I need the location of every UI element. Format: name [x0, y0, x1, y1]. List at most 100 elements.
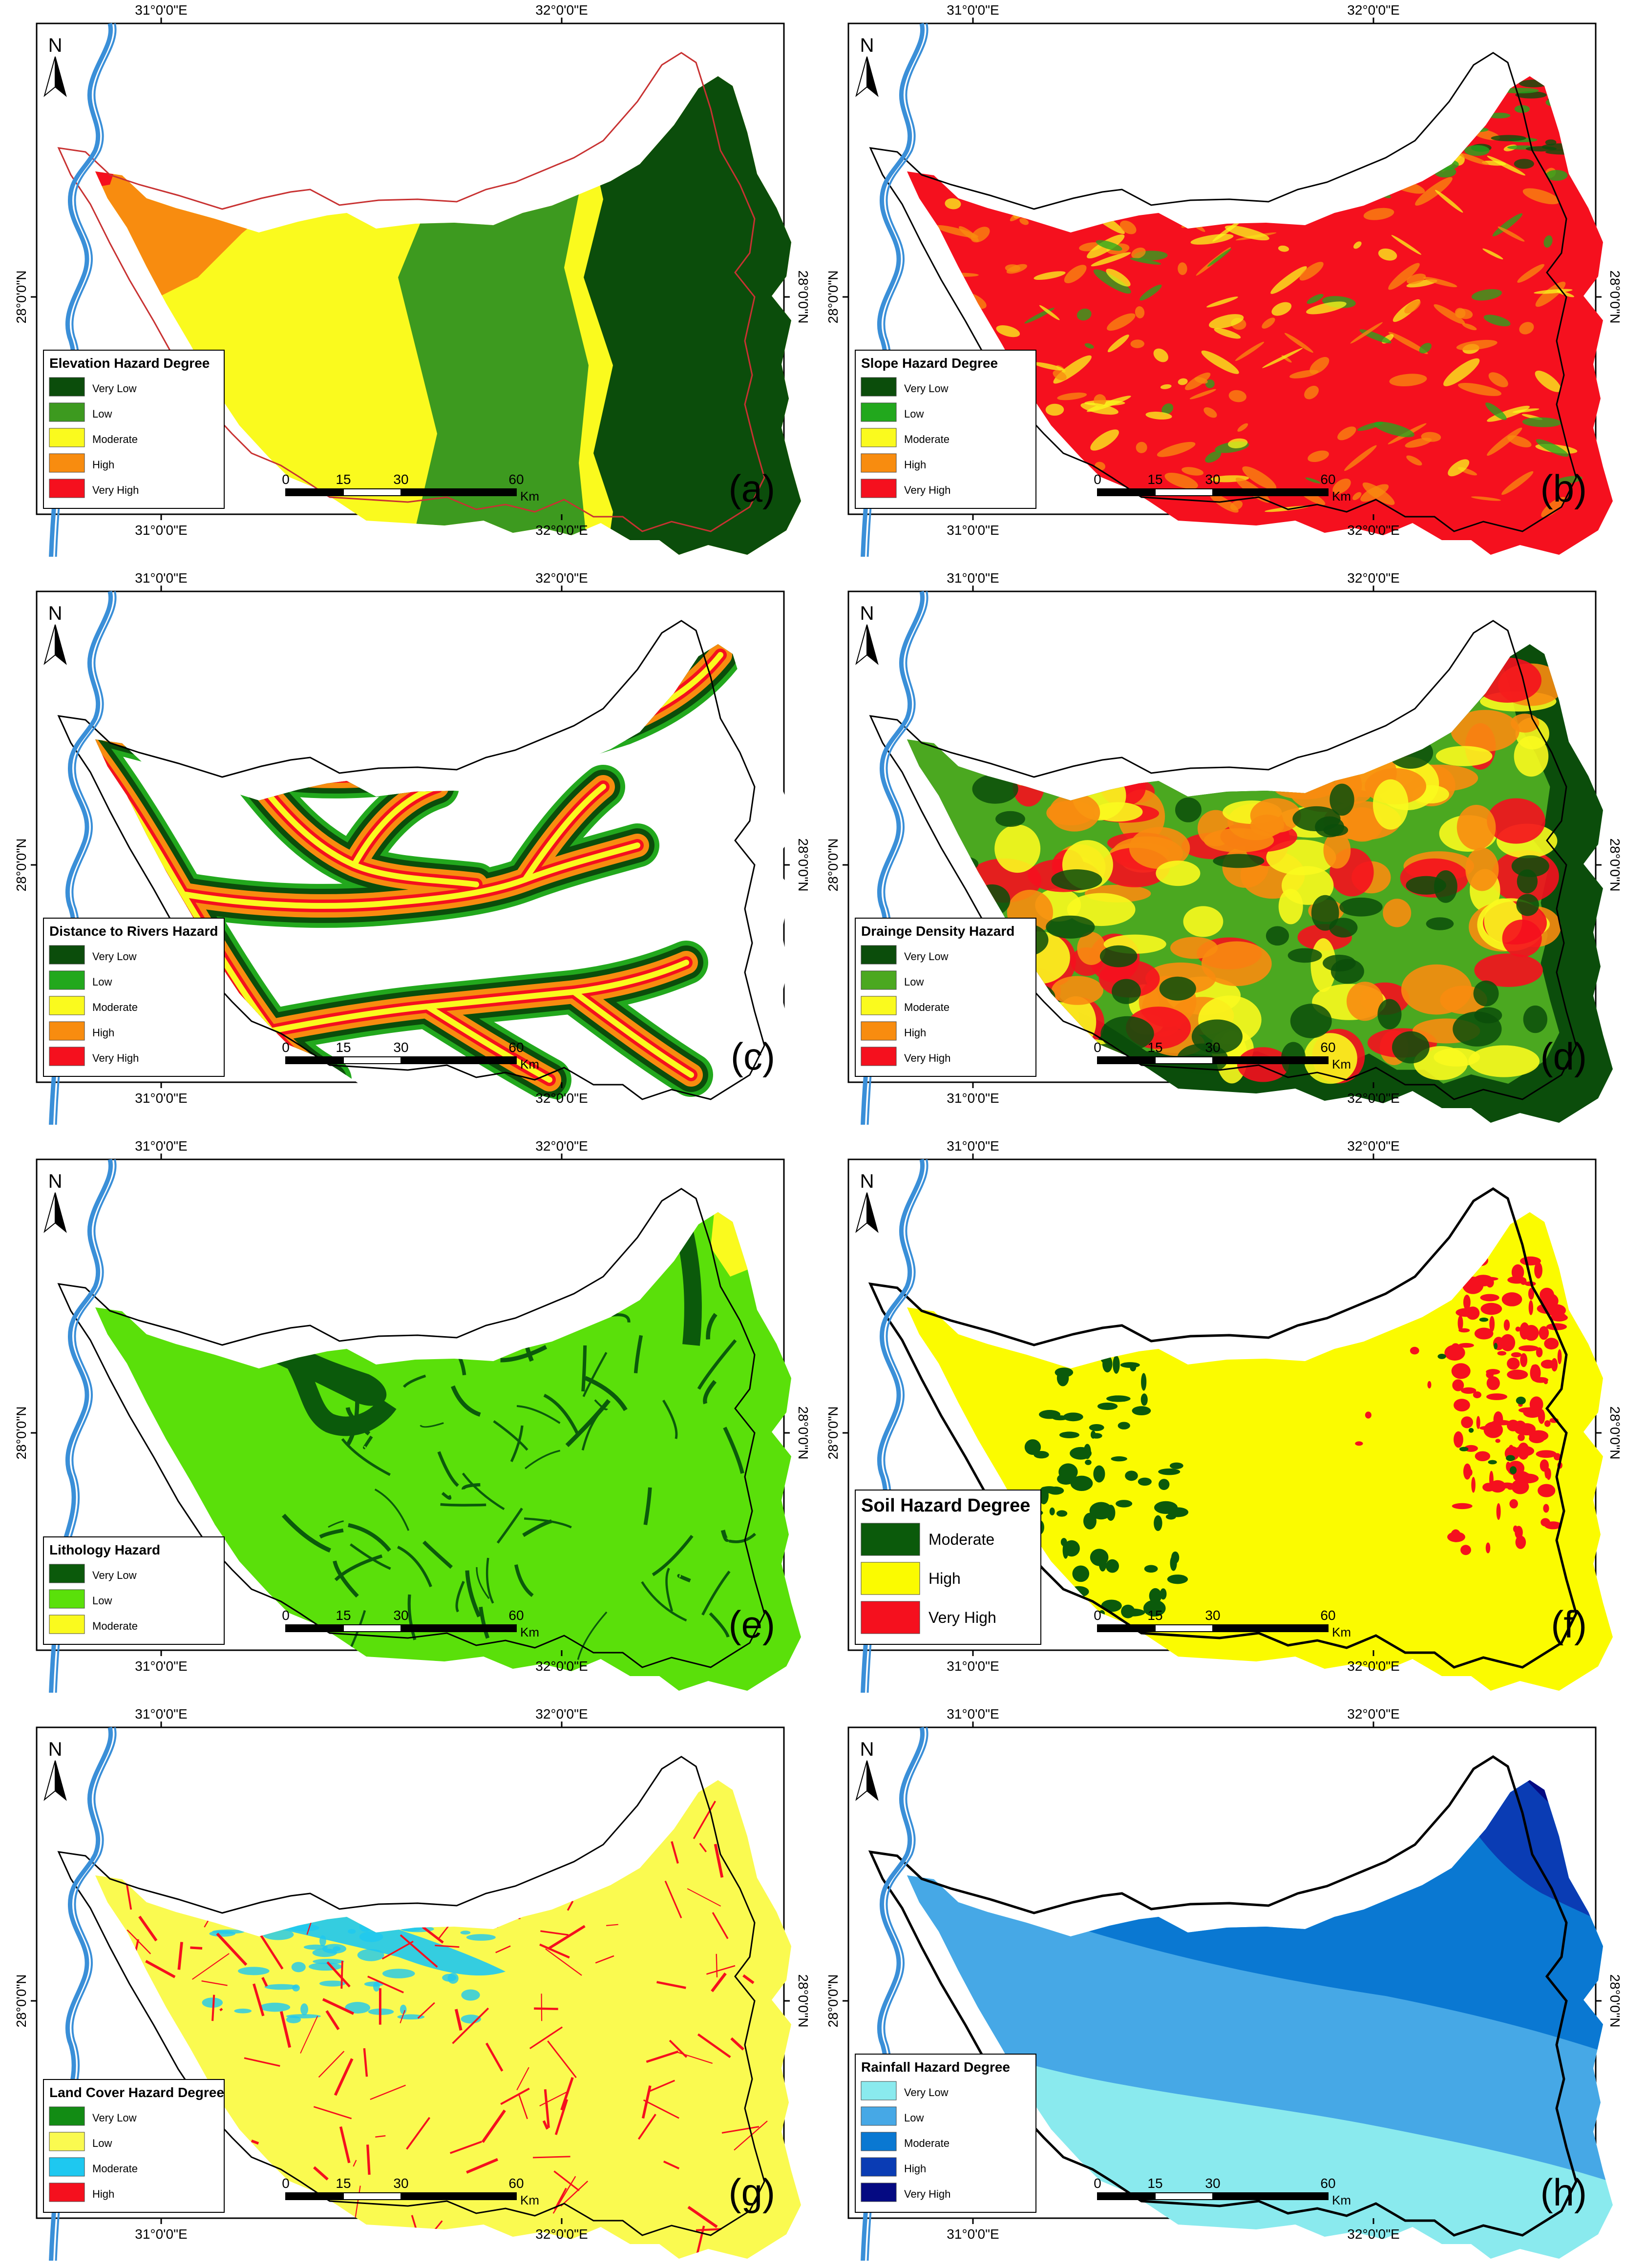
- legend-item-label: Very High: [904, 2188, 950, 2200]
- study-area-boundary: [57, 620, 765, 1100]
- scale-unit: Km: [1332, 1625, 1351, 1639]
- lon-label-top: 31°0'0"E: [947, 1138, 999, 1154]
- lon-label-top: 31°0'0"E: [135, 1138, 187, 1154]
- north-arrow-icon: N: [855, 1171, 879, 1233]
- legend-item-label: Very High: [92, 484, 139, 496]
- scale-tick-label: 15: [336, 2176, 351, 2191]
- legend-swatch: [861, 2183, 897, 2202]
- lat-label-right: 28°0'0"N: [796, 271, 811, 324]
- legend-swatch: [49, 1021, 85, 1041]
- legend-item-label: High: [904, 1027, 926, 1039]
- scale-tick-label: 60: [1320, 1040, 1335, 1055]
- scale-tick-label: 60: [508, 1608, 524, 1623]
- scale-tick-label: 60: [508, 1040, 524, 1055]
- scale-tick-label: 60: [1320, 472, 1335, 487]
- legend-item-label: Moderate: [92, 2163, 138, 2175]
- lon-label-bottom: 31°0'0"E: [947, 523, 999, 538]
- scale-tick-label: 30: [1205, 2176, 1220, 2191]
- scale-bar: 0 15 30 60 Km: [282, 1608, 539, 1639]
- scale-tick-label: 30: [1205, 1040, 1220, 1055]
- lon-label-top: 32°0'0"E: [535, 2, 588, 18]
- map-panel-f-svg: 31°0'0"E 31°0'0"E 32°0'0"E 32°0'0"E 28°0'0"N…: [825, 1138, 1623, 1693]
- legend-swatch: [49, 2183, 85, 2202]
- north-arrow-icon: N: [855, 35, 879, 97]
- legend-item-label: Low: [92, 408, 112, 420]
- lat-label-right: 28°0'0"N: [796, 1407, 811, 1460]
- lon-label-top: 32°0'0"E: [1347, 2, 1399, 18]
- north-arrow-icon: N: [43, 35, 67, 97]
- map-panel-g-svg: 31°0'0"E 31°0'0"E 32°0'0"E 32°0'0"E 28°0'0"N…: [14, 1706, 811, 2261]
- study-area-boundary: [869, 52, 1577, 532]
- legend-swatch: [861, 970, 897, 990]
- legend-title: Distance to Rivers Hazard: [49, 924, 218, 939]
- lat-label-left: 28°0'0"N: [825, 839, 841, 892]
- scale-tick-label: 0: [1094, 1040, 1101, 1055]
- study-area-boundary: [868, 1755, 1578, 2237]
- lon-label-top: 31°0'0"E: [947, 1706, 999, 1722]
- map-panel-c: 31°0'0"E 31°0'0"E 32°0'0"E 32°0'0"E 28°0'0"N…: [0, 568, 813, 1125]
- scale-tick-label: 15: [336, 1608, 351, 1623]
- legend-swatch: [861, 428, 897, 447]
- panel-tag: (g): [729, 2171, 775, 2214]
- lat-label-right: 28°0'0"N: [796, 1974, 811, 2028]
- legend-swatch: [861, 1021, 897, 1041]
- lat-label-right: 28°0'0"N: [1607, 271, 1623, 324]
- lon-label-bottom: 31°0'0"E: [947, 2226, 999, 2242]
- lon-label-bottom: 31°0'0"E: [947, 1091, 999, 1106]
- legend-item-label: Very Low: [904, 2086, 949, 2099]
- scale-tick-label: 0: [1094, 472, 1101, 487]
- scale-bar: 0 15 30 60 Km: [1094, 2176, 1351, 2207]
- lon-label-top: 32°0'0"E: [535, 1706, 588, 1722]
- legend-item-label: Very Low: [904, 950, 949, 963]
- scale-tick-label: 15: [1147, 472, 1162, 487]
- scale-tick-label: 0: [1094, 1608, 1101, 1623]
- panel-tag: (c): [731, 1035, 775, 1078]
- legend-item-label: Low: [92, 976, 112, 988]
- lon-label-bottom: 32°0'0"E: [1347, 523, 1399, 538]
- lat-label-left: 28°0'0"N: [14, 1407, 29, 1460]
- study-area-boundary: [869, 620, 1577, 1100]
- legend-title: Lithology Hazard: [49, 1542, 160, 1557]
- north-arrow-icon: N: [855, 603, 879, 665]
- scale-bar: 0 15 30 60 Km: [282, 472, 539, 504]
- lon-label-bottom: 32°0'0"E: [1347, 2226, 1399, 2242]
- scale-bar: 0 15 30 60 Km: [282, 2176, 539, 2207]
- legend-item-label: High: [92, 459, 114, 471]
- lon-label-bottom: 32°0'0"E: [1347, 1091, 1399, 1106]
- lon-label-bottom: 32°0'0"E: [1347, 1659, 1399, 1674]
- scale-bar: 0 15 30 60 Km: [282, 1040, 539, 1071]
- lat-label-right: 28°0'0"N: [796, 839, 811, 892]
- scale-tick-label: 30: [393, 2176, 408, 2191]
- legend-item-label: Very Low: [92, 382, 137, 395]
- study-area-boundary: [57, 1756, 765, 2236]
- legend-swatch: [861, 1047, 897, 1066]
- scale-tick-label: 0: [282, 472, 290, 487]
- legend-swatch: [861, 1523, 920, 1556]
- scale-tick-label: 60: [508, 2176, 524, 2191]
- legend-swatch: [861, 996, 897, 1015]
- scale-tick-label: 30: [393, 1040, 408, 1055]
- lat-label-left: 28°0'0"N: [14, 271, 29, 324]
- legend-item-label: Very Low: [904, 382, 949, 395]
- legend-item-label: Very High: [92, 1052, 139, 1064]
- legend-item-label: Moderate: [929, 1531, 994, 1548]
- panel-tag: (a): [729, 467, 775, 510]
- map-panel-a-svg: 31°0'0"E 31°0'0"E 32°0'0"E 32°0'0"E 28°0'0"N…: [14, 2, 811, 557]
- legend-swatch: [49, 428, 85, 447]
- scale-tick-label: 15: [1147, 1608, 1162, 1623]
- legend-swatch: [861, 2081, 897, 2100]
- legend-item-label: Very Low: [92, 950, 137, 963]
- legend-item-label: Very High: [929, 1609, 996, 1626]
- lon-label-bottom: 32°0'0"E: [535, 1091, 588, 1106]
- legend-e: Lithology Hazard Very Low Low Moderate: [43, 1536, 225, 1645]
- lon-label-top: 32°0'0"E: [535, 1138, 588, 1154]
- legend-item-label: High: [92, 1027, 114, 1039]
- legend-item-label: Moderate: [904, 2137, 950, 2149]
- scale-tick-label: 30: [1205, 1608, 1220, 1623]
- lon-label-bottom: 32°0'0"E: [535, 1659, 588, 1674]
- lat-label-left: 28°0'0"N: [14, 839, 29, 892]
- north-label: N: [860, 603, 874, 624]
- legend-swatch: [49, 1589, 85, 1609]
- study-area-boundary: [57, 1188, 765, 1668]
- legend-swatch: [861, 453, 897, 473]
